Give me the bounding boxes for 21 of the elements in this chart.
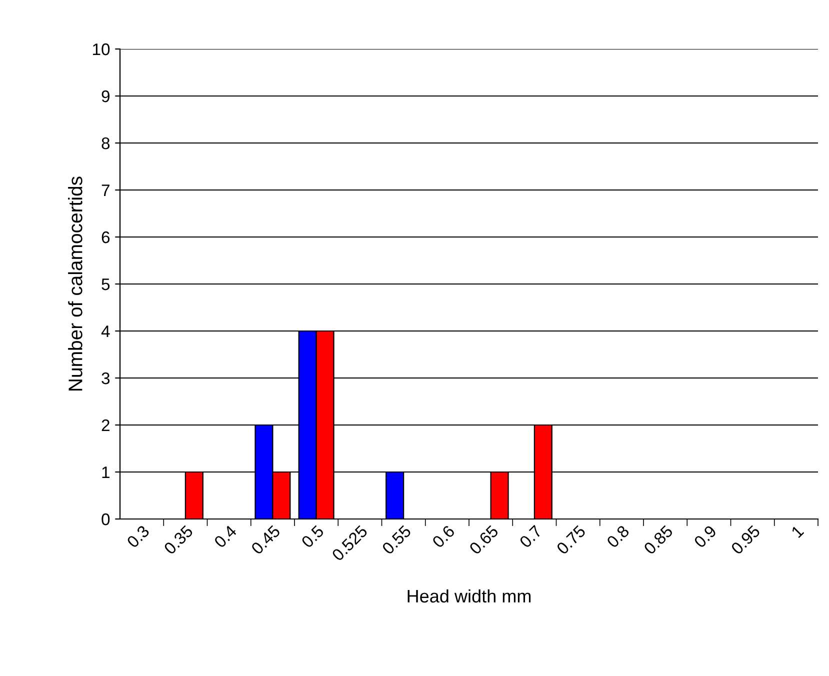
- x-tick-label: 1: [790, 524, 804, 538]
- x-tick-label: 0.9: [693, 524, 718, 548]
- y-tick-label: 8: [102, 137, 110, 150]
- x-tick-label: 0.3: [126, 524, 150, 548]
- x-tick-label: 0.4: [213, 524, 238, 548]
- y-tick-label: 3: [102, 372, 110, 384]
- x-tick-label: 0.5: [300, 524, 324, 548]
- y-tick-label: 6: [102, 231, 110, 244]
- y-tick-label: 4: [101, 326, 110, 338]
- x-tick-label: 0.7: [518, 524, 543, 548]
- y-tick-label: 1: [102, 466, 110, 478]
- x-tick-label: 0.8: [606, 524, 630, 548]
- y-tick-label: 2: [102, 419, 110, 432]
- y-tick-label: 7: [102, 184, 110, 196]
- x-tick-label: 0.6: [432, 524, 456, 548]
- x-axis-title: Head width mm: [408, 589, 531, 603]
- y-tick-label: 0: [102, 513, 110, 526]
- y-axis-title: Number of calamocertids: [68, 176, 82, 390]
- y-tick-label: 9: [102, 90, 110, 102]
- y-tick-label: 10: [93, 43, 110, 56]
- y-tick-label: 5: [102, 278, 110, 290]
